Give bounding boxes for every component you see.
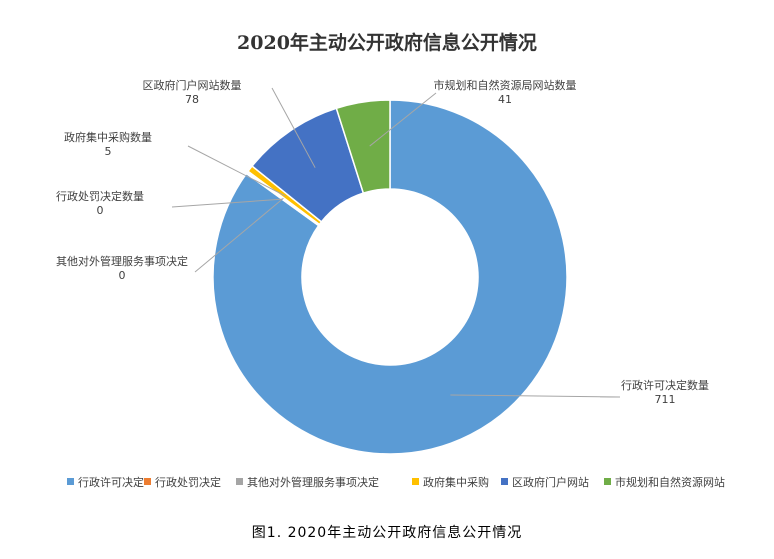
- legend-item-district-portal[interactable]: 区政府门户网站: [501, 475, 589, 489]
- donut-slices: [212, 99, 568, 455]
- legend-label: 区政府门户网站: [512, 475, 589, 489]
- leader-line-licensing: [450, 394, 621, 398]
- legend-swatch: [236, 478, 243, 485]
- callout-label-other-services: 其他对外管理服务事项决定: [56, 254, 188, 268]
- legend-item-licensing[interactable]: 行政许可决定: [67, 475, 144, 489]
- slice-licensing[interactable]: [212, 99, 568, 455]
- legend-label: 行政许可决定: [78, 475, 144, 489]
- callout-label-licensing: 行政许可决定数量: [621, 378, 709, 392]
- legend-label: 市规划和自然资源网站: [615, 475, 725, 489]
- legend-swatch: [67, 478, 74, 485]
- callout-label-planning-website: 市规划和自然资源局网站数量: [434, 78, 577, 92]
- leader-line-planning-website: [369, 92, 437, 147]
- legend-label: 政府集中采购: [423, 475, 489, 489]
- leader-line-district-portal: [271, 87, 316, 168]
- legend-label: 其他对外管理服务事项决定: [247, 475, 379, 489]
- callout-label-procurement: 政府集中采购数量: [64, 130, 152, 144]
- callout-value-licensing: 711: [655, 393, 676, 406]
- callout-value-planning-website: 41: [498, 93, 512, 106]
- leader-line-penalty: [171, 198, 283, 208]
- legend-swatch: [501, 478, 508, 485]
- callout-value-penalty: 0: [97, 204, 104, 217]
- callout-value-other-services: 0: [119, 269, 126, 282]
- callout-labels: 行政许可决定数量711行政处罚决定数量0其他对外管理服务事项决定0政府集中采购数…: [56, 78, 709, 406]
- chart-frame: 2020年主动公开政府信息公开情况 行政许可决定数量 711 行政处罚决定数量 0 其他…: [56, 31, 725, 489]
- donut-chart: 2020年主动公开政府信息公开情况 行政许可决定数量711行政处罚决定数量0其他…: [56, 31, 725, 489]
- callout-value-procurement: 5: [105, 145, 112, 158]
- chart-title: 2020年主动公开政府信息公开情况: [237, 31, 537, 54]
- legend-label: 行政处罚决定: [155, 475, 221, 489]
- callout-label-penalty: 行政处罚决定数量: [56, 189, 144, 203]
- legend-item-penalty[interactable]: 行政处罚决定: [144, 475, 221, 489]
- legend: 行政许可决定 行政处罚决定 其他对外管理服务事项决定 政府集中采购 区政府门户网站 市规划…: [67, 475, 725, 489]
- callout-label-district-portal: 区政府门户网站数量: [143, 78, 242, 92]
- leader-line-other-services: [194, 197, 284, 273]
- figure-caption: 图1. 2020年主动公开政府信息公开情况: [251, 525, 523, 541]
- legend-item-other-services[interactable]: 其他对外管理服务事项决定: [236, 475, 379, 489]
- legend-swatch: [412, 478, 419, 485]
- callout-value-district-portal: 78: [185, 93, 199, 106]
- slice-planning-website[interactable]: [335, 99, 391, 195]
- legend-item-procurement[interactable]: 政府集中采购: [412, 475, 489, 489]
- legend-swatch: [144, 478, 151, 485]
- legend-item-planning-website[interactable]: 市规划和自然资源网站: [604, 475, 725, 489]
- leader-line-procurement: [187, 145, 286, 197]
- legend-swatch: [604, 478, 611, 485]
